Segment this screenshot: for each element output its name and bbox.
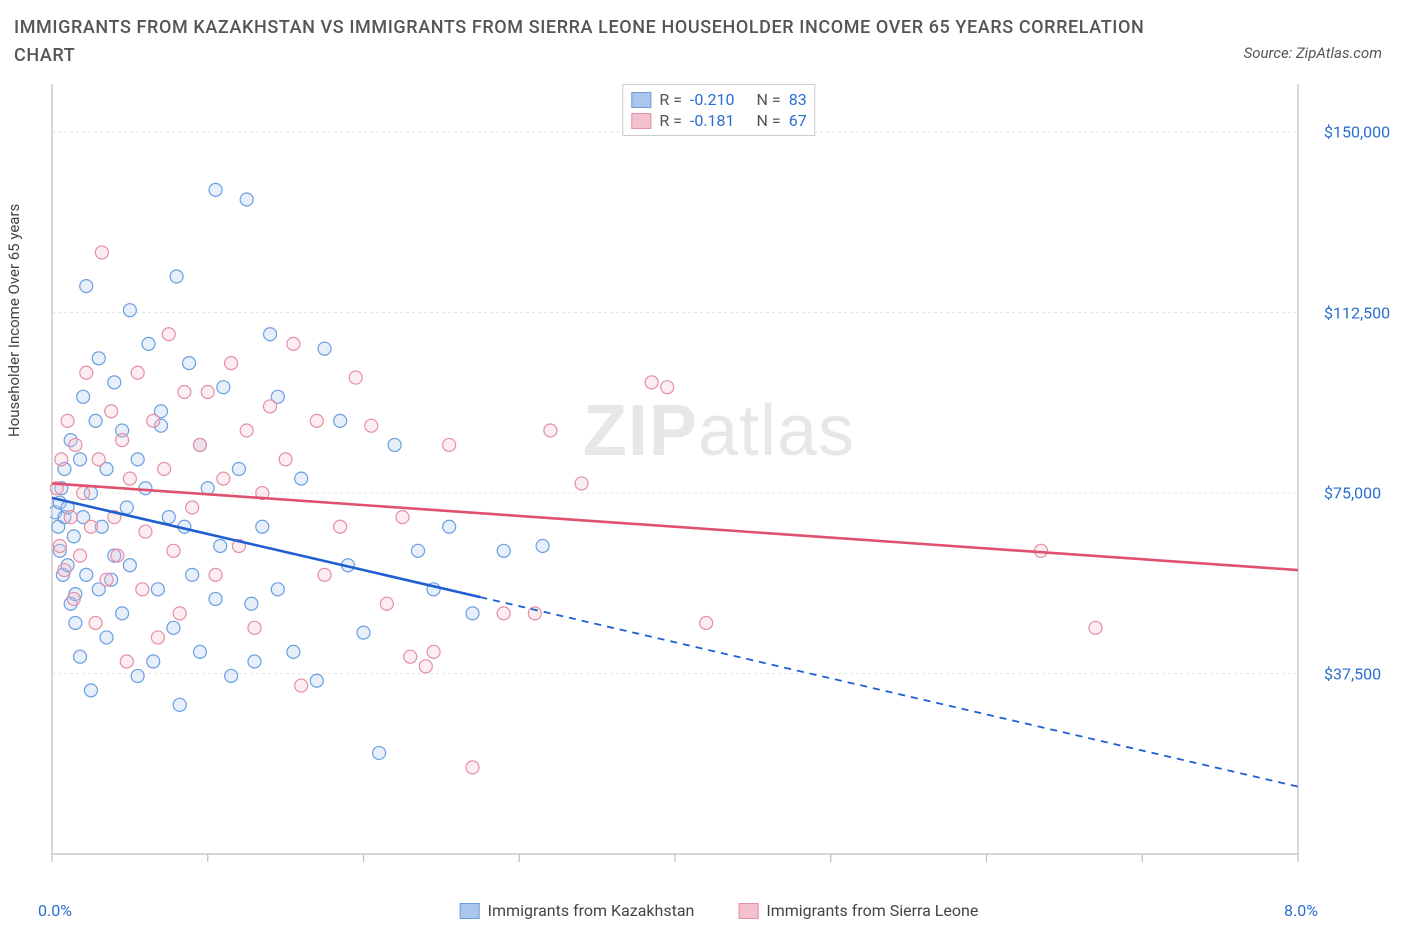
legend-item-sle: Immigrants from Sierra Leone — [738, 901, 978, 920]
n-label: N = — [757, 90, 781, 109]
stats-row-sle: R = -0.181 N = 67 — [631, 110, 806, 131]
n-value: 83 — [789, 90, 807, 109]
chart-title: IMMIGRANTS FROM KAZAKHSTAN VS IMMIGRANTS… — [14, 14, 1146, 70]
n-value: 67 — [789, 111, 807, 130]
legend-label: Immigrants from Sierra Leone — [766, 901, 978, 920]
swatch-sle — [738, 903, 758, 919]
y-tick-label: $112,500 — [1310, 303, 1390, 322]
legend-item-kaz: Immigrants from Kazakhstan — [460, 901, 695, 920]
r-label: R = — [659, 111, 682, 130]
swatch-sle — [631, 113, 651, 129]
stats-legend: R = -0.210 N = 83 R = -0.181 N = 67 — [622, 84, 815, 136]
x-tick-label: 0.0% — [38, 901, 72, 920]
stats-row-kaz: R = -0.210 N = 83 — [631, 89, 806, 110]
legend-label: Immigrants from Kazakhstan — [488, 901, 695, 920]
y-tick-label: $75,000 — [1310, 484, 1381, 503]
n-label: N = — [757, 111, 781, 130]
r-label: R = — [659, 90, 682, 109]
scatter-plot — [50, 84, 1388, 872]
y-tick-label: $150,000 — [1310, 123, 1390, 142]
y-tick-label: $37,500 — [1310, 664, 1381, 683]
r-value: -0.210 — [690, 90, 735, 109]
y-axis-label: Householder Income Over 65 years — [5, 204, 23, 437]
x-tick-label: 8.0% — [1284, 901, 1318, 920]
source-attribution: Source: ZipAtlas.com — [1244, 44, 1382, 62]
r-value: -0.181 — [690, 111, 735, 130]
swatch-kaz — [631, 92, 651, 108]
chart-area: Householder Income Over 65 years ZIPatla… — [50, 84, 1388, 872]
swatch-kaz — [460, 903, 480, 919]
series-legend: Immigrants from Kazakhstan Immigrants fr… — [460, 901, 979, 920]
